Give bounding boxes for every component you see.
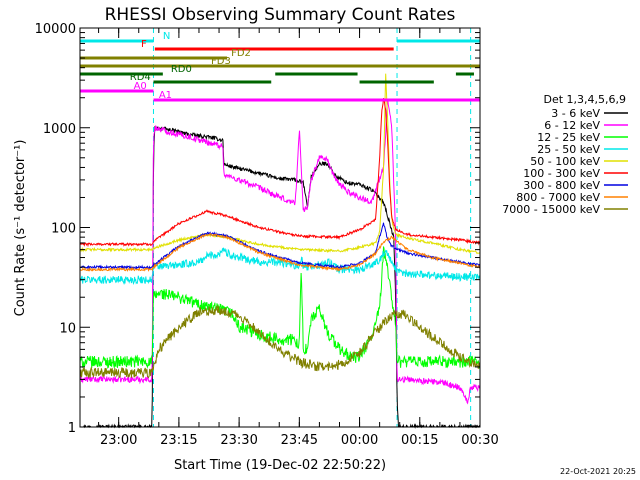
legend-label: 25 - 50 keV	[537, 143, 600, 156]
flag-bar-label: RD4	[130, 72, 151, 83]
flag-bar-label: N	[163, 31, 170, 42]
flag-bar-label: A0	[134, 81, 147, 92]
y-tick-label: 1000	[43, 122, 76, 137]
legend-label: 50 - 100 keV	[530, 155, 600, 168]
series-line	[79, 233, 480, 273]
y-tick-label: 1	[68, 421, 76, 436]
render-timestamp: 22-Oct-2021 20:25	[560, 467, 636, 476]
x-tick-label: 00:30	[461, 433, 498, 448]
flag-bar-label: F	[141, 39, 147, 50]
y-axis-label: Count Rate (s⁻¹ detector⁻¹)	[13, 140, 28, 317]
flag-bar-label: RD0	[171, 64, 192, 75]
x-tick-label: 23:45	[281, 433, 318, 448]
legend-label: 100 - 300 keV	[523, 167, 600, 180]
series-line	[79, 247, 481, 286]
x-tick-label: 23:15	[160, 433, 197, 448]
legend-label: 800 - 7000 keV	[516, 191, 600, 204]
flag-bar-label: FD2	[231, 48, 251, 59]
series-line	[79, 73, 481, 254]
x-tick-label: 23:30	[220, 433, 257, 448]
x-axis-label: Start Time (19-Dec-02 22:50:22)	[174, 458, 386, 473]
x-axis-ticks: 23:00 23:15 23:30 23:45 00:00 00:15 00:30	[98, 28, 499, 448]
legend-label: 300 - 800 keV	[523, 179, 600, 192]
legend-label: 6 - 12 keV	[544, 119, 600, 132]
x-tick-label: 23:00	[100, 433, 137, 448]
series-line	[79, 304, 481, 379]
y-tick-label: 100	[51, 222, 76, 237]
y-tick-label: 10000	[35, 22, 76, 37]
series-line	[79, 99, 481, 405]
legend-title: Det 1,3,4,5,6,9	[543, 93, 626, 106]
x-tick-label: 00:00	[341, 433, 378, 448]
legend-label: 3 - 6 keV	[551, 107, 600, 120]
legend-label: 7000 - 15000 keV	[502, 203, 600, 216]
legend-label: 12 - 25 keV	[537, 131, 600, 144]
y-axis-ticks: 1 10 100 1000 10000	[35, 22, 480, 436]
x-tick-label: 00:15	[401, 433, 438, 448]
flag-bar-label: A1	[159, 90, 172, 101]
series-line	[79, 246, 481, 370]
flag-bar-label: FD3	[211, 56, 231, 67]
chart-title: RHESSI Observing Summary Count Rates	[105, 5, 456, 25]
series-line	[79, 98, 481, 248]
y-tick-label: 10	[59, 321, 76, 336]
